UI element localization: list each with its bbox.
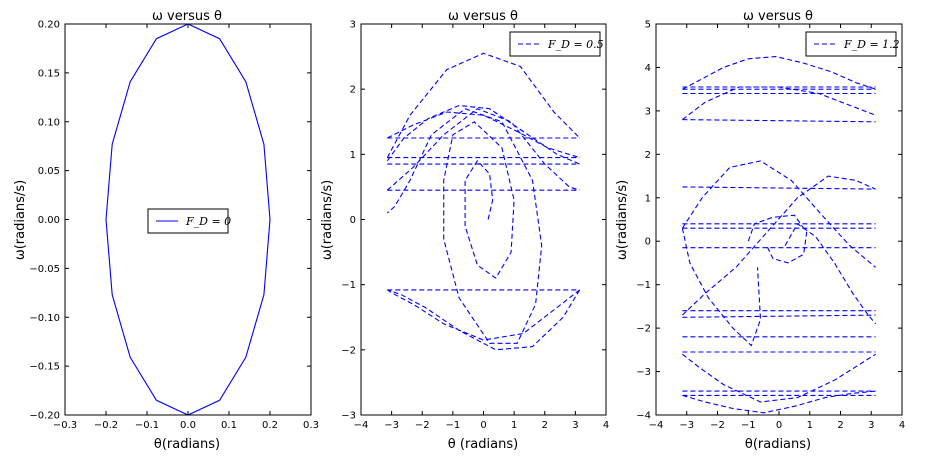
legend: F_D = 0.5 [509, 31, 604, 57]
x-tick-label: −2 [415, 420, 430, 431]
x-tick-label: 2 [837, 420, 843, 431]
legend-label: F_D = 1.2 [843, 38, 900, 51]
panel-3-plot-area: −4 −3 −2 −1 0 1 2 3 4 −4 −3 −2 −1 0 1 2 3 4 5 F_D = 1.2 [636, 20, 905, 432]
panel-fd-0.5: ω versus θ θ (radians) ω(radians/s) −4 −3… [320, 9, 609, 452]
y-tick-label: 2 [350, 85, 356, 96]
x-tick-label: −0.3 [53, 420, 77, 431]
x-tick-label: 0.3 [303, 420, 319, 431]
x-tick-label: 0.2 [262, 420, 278, 431]
x-tick-label: 3 [572, 420, 578, 431]
series-line [105, 23, 271, 416]
panel-fd-1.2: ω versus θ θ(radians) ω(radians/s) −4 −3−… [615, 9, 905, 452]
x-tick-label: 0 [480, 420, 486, 431]
plot-background [361, 24, 606, 415]
panel-3-ylabel: ω(radians/s) [615, 180, 630, 260]
y-tick-label: 4 [645, 63, 651, 74]
y-tick-label: −0.05 [29, 264, 60, 275]
legend-box [805, 31, 897, 57]
x-tick-label: −1 [741, 420, 756, 431]
y-tick-label: 2 [645, 150, 651, 161]
x-tick-label: −3 [384, 420, 399, 431]
x-tick-label: 0.0 [180, 420, 196, 431]
y-tick-label: −0.10 [29, 313, 60, 324]
x-tick-label: 0.1 [221, 420, 237, 431]
panel-1-xlabel: θ(radians) [154, 437, 220, 452]
legend-label: F_D = 0 [185, 215, 231, 228]
y-tick-label: 5 [645, 20, 651, 31]
panel-3-xlabel: θ(radians) [745, 437, 811, 452]
y-tick-label: −0.15 [29, 362, 60, 373]
x-tick-label: −2 [710, 420, 725, 431]
panel-2-ylabel: ω(radians/s) [320, 180, 335, 260]
panel-1-ylabel: ω(radians/s) [13, 180, 28, 260]
y-tick-label: 1 [645, 193, 651, 204]
plot-background [656, 24, 902, 415]
x-tick-label: 0 [776, 420, 782, 431]
series-line [681, 56, 877, 414]
x-tick-label: −4 [354, 420, 369, 431]
y-tick-label: −4 [636, 411, 651, 422]
y-tick-label: 0.00 [38, 215, 60, 226]
x-tick-label: 1 [807, 420, 813, 431]
panel-2-title: ω versus θ [448, 9, 518, 24]
y-tick-label: −2 [341, 345, 356, 356]
y-tick-label: 0.10 [38, 117, 60, 128]
legend-box [509, 31, 601, 57]
x-tick-label: 2 [542, 420, 548, 431]
legend-label: F_D = 0.5 [547, 38, 604, 51]
x-tick-label: 1 [511, 420, 517, 431]
y-tick-label: 1 [350, 150, 356, 161]
panel-1-plot-area: −0.3 −0.2 −0.1 0.0 0.1 0.2 0.3 −0.20 −0.15 −0.10 −… [29, 20, 319, 432]
panel-2-xlabel: θ (radians) [448, 437, 518, 452]
y-tick-label: 0.20 [38, 20, 60, 31]
x-tick-label: 4 [603, 420, 609, 431]
panel-fd-0: ω versus θ θ(radians) ω(radians/s) −0.3−… [13, 9, 319, 452]
y-tick-label: 0 [645, 237, 651, 248]
y-tick-label: 0.05 [38, 166, 60, 177]
y-tick-label: −0.20 [29, 411, 60, 422]
y-tick-label: −2 [636, 324, 651, 335]
series-line [386, 52, 581, 351]
y-tick-label: −3 [636, 367, 651, 378]
y-tick-label: −1 [636, 280, 651, 291]
x-tick-label: −0.1 [135, 420, 159, 431]
x-tick-label: 4 [899, 420, 905, 431]
panel-3-title: ω versus θ [743, 9, 813, 24]
y-tick-label: 0 [350, 215, 356, 226]
x-tick-label: 3 [868, 420, 874, 431]
y-tick-label: −1 [341, 280, 356, 291]
x-tick-label: −3 [679, 420, 694, 431]
panel-1-title: ω versus θ [152, 9, 222, 24]
x-tick-label: −4 [649, 420, 664, 431]
y-tick-label: 3 [645, 106, 651, 117]
x-tick-label: −0.2 [94, 420, 118, 431]
x-tick-label: −1 [446, 420, 461, 431]
legend: F_D = 0 [147, 208, 231, 234]
legend: F_D = 1.2 [805, 31, 900, 57]
y-tick-label: 0.15 [38, 68, 60, 79]
y-tick-label: 3 [350, 20, 356, 31]
y-tick-label: −3 [341, 411, 356, 422]
